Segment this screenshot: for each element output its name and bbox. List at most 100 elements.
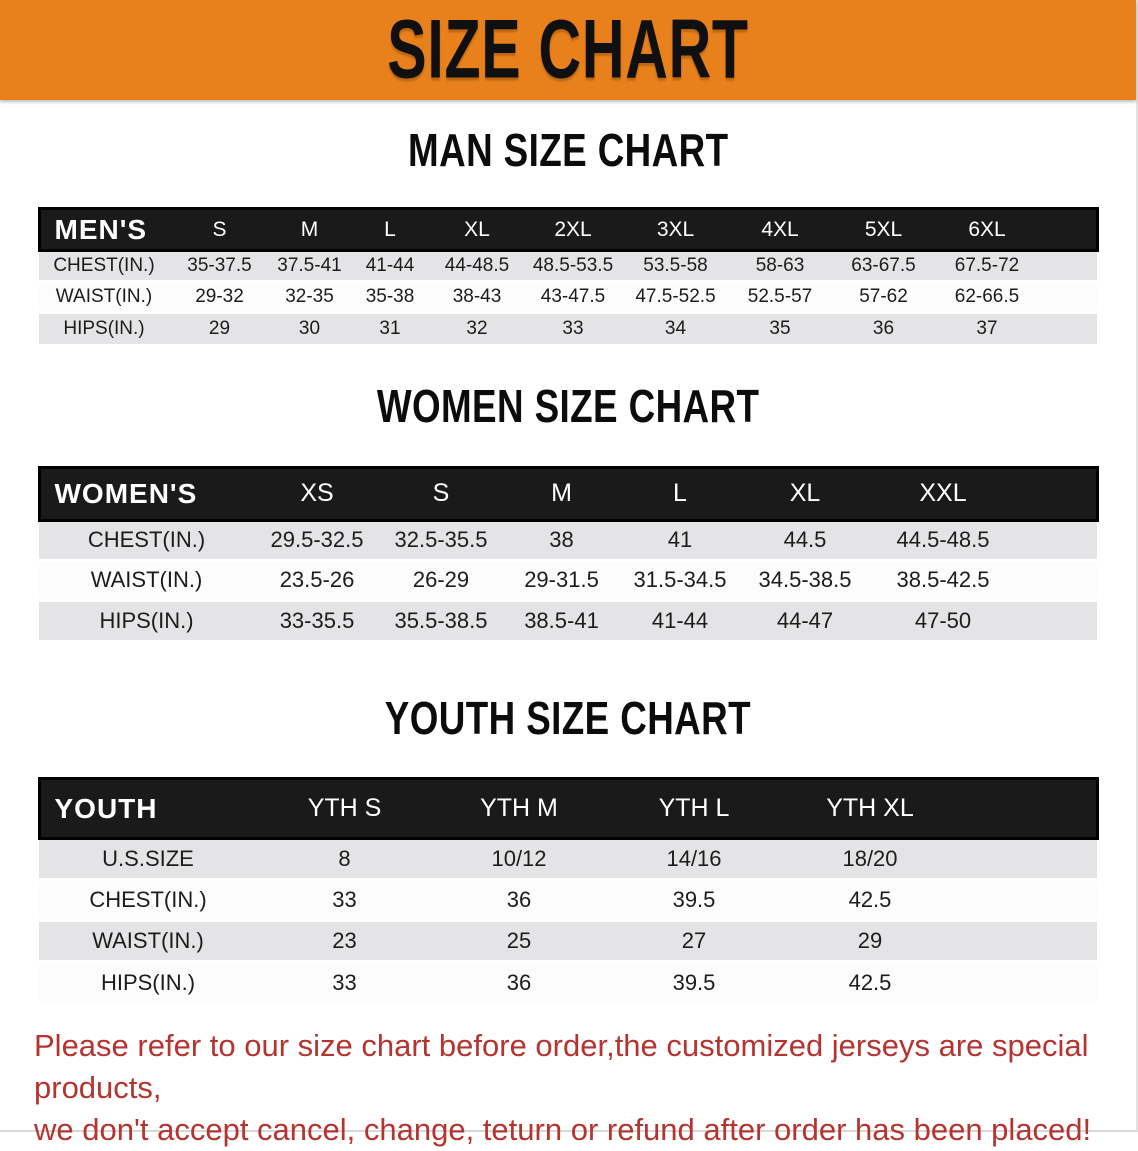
measurement-row: CHEST(IN.) 33 36 39.5 42.5 [39, 878, 1097, 921]
women-section-heading: WOMEN SIZE CHART [0, 382, 1136, 439]
measurement-value: 29.5-32.5 [254, 518, 380, 560]
measurement-value: 39.5 [606, 960, 782, 1003]
size-column-header: S [169, 207, 270, 252]
measurement-label: WAIST(IN.) [39, 558, 254, 600]
measurement-row: WAIST(IN.) 23.5-26 26-29 29-31.5 31.5-34.5 34… [39, 558, 1097, 600]
women-size-table: WOMEN'S XS S M L XL XXL CHEST(IN.) 29.5-32.5 32.5… [37, 465, 1099, 640]
table-category-label: MEN'S [37, 207, 169, 252]
measurement-row: HIPS(IN.) 33 36 39.5 42.5 [39, 960, 1097, 1003]
measurement-value: 37 [935, 311, 1039, 344]
measurement-value: 41 [621, 518, 739, 560]
size-column-header: 5XL [832, 207, 935, 252]
measurement-label: HIPS(IN.) [39, 960, 257, 1003]
measurement-value: 23 [257, 919, 432, 962]
size-column-header: 6XL [935, 207, 1039, 252]
measurement-row: WAIST(IN.) 23 25 27 29 [39, 919, 1097, 962]
youth-section-heading-text: YOUTH SIZE CHART [384, 692, 752, 744]
size-column-header: M [502, 465, 621, 522]
measurement-row: CHEST(IN.) 35-37.5 37.5-41 41-44 44-48.5 48.5… [39, 249, 1097, 282]
measurement-value: 35-38 [349, 280, 431, 313]
measurement-value: 27 [606, 919, 782, 962]
measurement-value: 63-67.5 [832, 249, 935, 282]
measurement-value: 34 [623, 311, 728, 344]
measurement-value: 38-43 [431, 280, 523, 313]
measurement-value: 33 [523, 311, 623, 344]
man-size-chart-section: MAN SIZE CHART MEN'S S M L XL 2XL 3XL 4XL 5XL 6XL… [0, 126, 1136, 344]
measurement-value: 62-66.5 [935, 280, 1039, 313]
measurement-label: HIPS(IN.) [39, 598, 254, 640]
size-column-header: 4XL [728, 207, 832, 252]
row-spacer-cell [1039, 280, 1097, 313]
table-category-label: YOUTH [37, 777, 257, 840]
size-table-header-row: WOMEN'S XS S M L XL XXL [37, 465, 1099, 522]
measurement-value: 44-48.5 [431, 249, 523, 282]
measurement-value: 32-35 [270, 280, 349, 313]
measurement-value: 57-62 [832, 280, 935, 313]
disclaimer-line-2: we don't accept cancel, change, teturn o… [34, 1111, 1092, 1147]
women-size-chart-section: WOMEN SIZE CHART WOMEN'S XS S M L XL XXL CHEST(… [0, 382, 1136, 640]
measurement-value: 8 [257, 837, 432, 880]
man-section-heading: MAN SIZE CHART [0, 126, 1136, 183]
measurement-value: 44.5 [739, 518, 871, 560]
measurement-row: HIPS(IN.) 33-35.5 35.5-38.5 38.5-41 41-44 44-… [39, 598, 1097, 640]
size-column-header: L [349, 207, 431, 252]
size-column-header: 2XL [523, 207, 623, 252]
row-spacer-cell [1039, 249, 1097, 282]
size-column-header: YTH L [606, 777, 782, 840]
measurement-label: WAIST(IN.) [39, 280, 169, 313]
measurement-value: 53.5-58 [623, 249, 728, 282]
row-spacer-cell [958, 837, 1097, 880]
size-column-header: YTH XL [782, 777, 958, 840]
row-spacer-cell [1015, 598, 1097, 640]
measurement-value: 36 [432, 878, 606, 921]
measurement-row: CHEST(IN.) 29.5-32.5 32.5-35.5 38 41 44.5 44.5… [39, 518, 1097, 560]
size-table-header-row: MEN'S S M L XL 2XL 3XL 4XL 5XL 6XL [37, 207, 1099, 252]
size-column-header: S [380, 465, 502, 522]
measurement-value: 38.5-41 [502, 598, 621, 640]
women-section-heading-text: WOMEN SIZE CHART [376, 379, 760, 432]
measurement-row: U.S.SIZE 8 10/12 14/16 18/20 [39, 837, 1097, 880]
size-table-header-row: YOUTH YTH S YTH M YTH L YTH XL [37, 777, 1099, 840]
size-chart-banner: SIZE CHART [0, 0, 1136, 100]
size-column-header: XL [739, 465, 871, 522]
measurement-value: 29 [782, 919, 958, 962]
measurement-value: 47.5-52.5 [623, 280, 728, 313]
measurement-value: 35-37.5 [169, 249, 270, 282]
measurement-label: U.S.SIZE [39, 837, 257, 880]
youth-section-heading: YOUTH SIZE CHART [0, 694, 1136, 751]
measurement-value: 18/20 [782, 837, 958, 880]
measurement-value: 44-47 [739, 598, 871, 640]
size-column-header: YTH S [257, 777, 432, 840]
measurement-value: 37.5-41 [270, 249, 349, 282]
size-column-header: 3XL [623, 207, 728, 252]
measurement-label: HIPS(IN.) [39, 311, 169, 344]
measurement-value: 35 [728, 311, 832, 344]
measurement-value: 30 [270, 311, 349, 344]
men-size-table: MEN'S S M L XL 2XL 3XL 4XL 5XL 6XL CHEST(IN.) 35-37… [37, 207, 1099, 344]
header-spacer-cell [1015, 465, 1099, 522]
measurement-value: 25 [432, 919, 606, 962]
measurement-value: 42.5 [782, 878, 958, 921]
row-spacer-cell [1015, 518, 1097, 560]
measurement-value: 31.5-34.5 [621, 558, 739, 600]
row-spacer-cell [1015, 558, 1097, 600]
measurement-value: 38 [502, 518, 621, 560]
measurement-value: 33 [257, 960, 432, 1003]
measurement-value: 35.5-38.5 [380, 598, 502, 640]
measurement-value: 29-31.5 [502, 558, 621, 600]
measurement-label: CHEST(IN.) [39, 249, 169, 282]
measurement-row: WAIST(IN.) 29-32 32-35 35-38 38-43 43-47.5 47.… [39, 280, 1097, 313]
youth-size-table: YOUTH YTH S YTH M YTH L YTH XL U.S.SIZE 8 10/12… [37, 777, 1099, 1003]
measurement-label: CHEST(IN.) [39, 518, 254, 560]
measurement-value: 29-32 [169, 280, 270, 313]
size-column-header: XL [431, 207, 523, 252]
measurement-value: 47-50 [871, 598, 1015, 640]
banner-title: SIZE CHART [387, 3, 749, 96]
youth-size-chart-section: YOUTH SIZE CHART YOUTH YTH S YTH M YTH L YTH… [0, 694, 1136, 1003]
measurement-value: 23.5-26 [254, 558, 380, 600]
measurement-value: 36 [832, 311, 935, 344]
measurement-value: 58-63 [728, 249, 832, 282]
measurement-value: 43-47.5 [523, 280, 623, 313]
measurement-value: 31 [349, 311, 431, 344]
measurement-value: 48.5-53.5 [523, 249, 623, 282]
